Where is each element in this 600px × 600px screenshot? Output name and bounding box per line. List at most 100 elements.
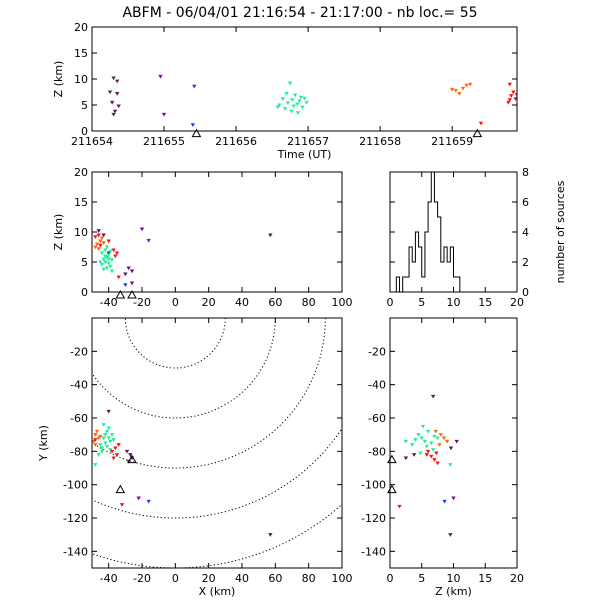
x-tick-label: 100 <box>332 572 353 585</box>
y-tick-label: -100 <box>361 479 386 492</box>
x-tick-label: 60 <box>268 572 282 585</box>
data-point <box>435 436 440 441</box>
x-tick-label: -20 <box>133 572 151 585</box>
data-point <box>93 235 98 239</box>
y-tick-label: 20 <box>74 21 88 34</box>
data-point <box>107 90 113 95</box>
data-point <box>109 449 115 454</box>
x-tick-label: 10 <box>447 296 461 309</box>
data-point <box>419 436 424 441</box>
panel-x_height: -40 -20 0 20 40 60 80 100 0 5 10 15 20 Z (km) <box>52 166 353 309</box>
station-marker <box>115 484 126 494</box>
x-tick-label: 211656 <box>215 135 257 148</box>
y-tick-label: -60 <box>368 412 386 425</box>
x-tick-label: 15 <box>478 296 492 309</box>
data-point <box>104 266 110 271</box>
data-point <box>287 81 293 86</box>
data-point <box>93 245 98 250</box>
data-point <box>420 424 426 429</box>
x-tick-label: 80 <box>302 572 316 585</box>
data-point <box>425 429 431 434</box>
y-axis-label: Z (km) <box>52 214 65 251</box>
data-point <box>109 100 115 105</box>
data-point <box>289 109 294 114</box>
data-point <box>451 496 456 501</box>
data-point <box>101 423 106 427</box>
station-marker <box>115 289 126 299</box>
data-point <box>99 251 105 256</box>
plot-frame <box>91 317 343 569</box>
data-point <box>411 453 417 457</box>
data-point <box>397 504 402 509</box>
data-point <box>422 439 428 444</box>
data-point <box>98 434 103 439</box>
data-point <box>403 456 409 461</box>
panel-time_height: 211654 211655 211656 211657 211658 211659 0 5 10… <box>52 21 518 161</box>
data-point <box>413 438 418 442</box>
data-point <box>190 123 196 127</box>
y-axis-label: number of sources <box>554 180 567 283</box>
data-point <box>103 260 108 265</box>
data-point <box>96 247 101 251</box>
data-point <box>103 433 108 437</box>
data-points <box>397 394 459 537</box>
x-tick-label: 0 <box>387 572 394 585</box>
x-tick-label: 20 <box>202 296 216 309</box>
range-circle <box>92 427 342 519</box>
data-point <box>106 239 111 244</box>
y-tick-label: 4 <box>522 226 529 239</box>
y-tick-label: 8 <box>522 166 529 179</box>
data-point <box>96 229 101 233</box>
x-tick-label: 5 <box>418 572 425 585</box>
data-point <box>101 233 106 238</box>
station-marker <box>127 289 137 299</box>
y-tick-label: -20 <box>368 345 386 358</box>
data-point <box>111 76 116 81</box>
data-point <box>109 258 115 262</box>
data-point <box>94 429 100 434</box>
data-point <box>434 451 439 456</box>
data-point <box>507 98 512 102</box>
data-point <box>96 453 101 457</box>
x-tick-label: 5 <box>418 296 425 309</box>
data-point <box>103 248 108 253</box>
y-tick-label: -120 <box>63 512 88 525</box>
data-point <box>429 441 434 446</box>
data-point <box>103 441 108 446</box>
data-point <box>410 443 415 447</box>
data-point <box>93 463 98 467</box>
y-tick-label: 20 <box>74 166 88 179</box>
data-point <box>448 533 453 537</box>
data-point <box>99 262 105 267</box>
data-point <box>106 436 111 441</box>
data-point <box>513 97 517 101</box>
y-axis-label: Y (km) <box>37 425 50 462</box>
data-point <box>116 104 121 109</box>
station-marker <box>127 454 137 464</box>
data-point <box>280 97 286 101</box>
x-tick-label: -40 <box>100 296 118 309</box>
data-point <box>112 109 118 114</box>
data-point <box>464 83 469 88</box>
x-tick-label: 211659 <box>431 135 473 148</box>
x-axis-label: Z (km) <box>435 585 472 598</box>
data-point <box>108 249 113 254</box>
y-tick-label: 10 <box>74 226 88 239</box>
data-point <box>123 272 128 277</box>
data-point <box>432 434 437 439</box>
data-point <box>104 245 110 250</box>
data-point <box>126 266 131 271</box>
data-point <box>113 254 118 259</box>
data-point <box>108 439 113 444</box>
panel-x_y: -40 -20 0 20 40 60 80 100 -140 -120 -100 -80 -60 -40 -… <box>37 317 353 598</box>
data-point <box>507 82 512 87</box>
data-point <box>106 257 111 262</box>
data-point <box>124 449 130 454</box>
data-point <box>111 112 116 117</box>
data-point <box>98 260 103 265</box>
x-tick-label: 40 <box>235 296 249 309</box>
data-point <box>425 449 431 454</box>
data-point <box>101 267 106 272</box>
data-point <box>441 436 447 441</box>
